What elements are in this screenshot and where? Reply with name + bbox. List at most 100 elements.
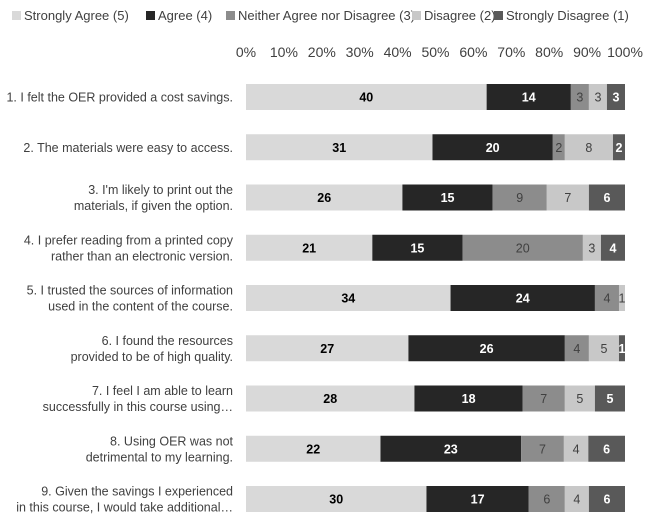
category-label: 4. I prefer reading from a printed copy r… — [24, 233, 234, 263]
data-label: 14 — [522, 91, 536, 105]
bar-segment — [582, 234, 601, 261]
data-label: 26 — [480, 342, 494, 356]
category-label: 7. I feel I am able to learn successfully… — [43, 384, 233, 414]
data-label: 40 — [359, 91, 373, 105]
data-label: 6 — [603, 191, 610, 205]
category-label-line: 9. Given the savings I experienced — [41, 485, 233, 499]
bar-segment — [521, 435, 564, 462]
data-label: 27 — [320, 342, 334, 356]
bar-segment — [594, 385, 625, 412]
x-tick-label: 10% — [270, 44, 298, 60]
bar-segment — [246, 335, 409, 362]
bar-segment — [564, 385, 595, 412]
category-label-line: 2. The materials were easy to access. — [23, 141, 233, 155]
bar-row: 40 14 3 3 3 — [246, 84, 625, 110]
data-label: 9 — [516, 191, 523, 205]
data-label: 2 — [616, 141, 623, 155]
data-label: 31 — [332, 141, 346, 155]
data-label: 5 — [606, 392, 613, 406]
category-label: 5. I trusted the sources of information u… — [27, 284, 233, 314]
legend-label: Strongly Disagree (1) — [506, 8, 629, 23]
bar-segment — [462, 234, 583, 261]
x-tick-label: 100% — [607, 44, 643, 60]
data-label: 21 — [302, 241, 316, 255]
bar-segment — [618, 335, 625, 362]
category-label-line: detrimental to my learning. — [86, 450, 233, 464]
bar-segment — [564, 134, 613, 161]
bar-segment — [600, 234, 625, 261]
legend-item: Strongly Agree (5) — [12, 8, 129, 23]
bar-row: 26 15 9 7 6 — [246, 184, 625, 211]
legend-label: Agree (4) — [158, 8, 212, 23]
data-label: 5 — [576, 392, 583, 406]
x-tick-label: 40% — [384, 44, 412, 60]
bar-segment — [246, 184, 403, 211]
data-label: 2 — [555, 141, 562, 155]
x-tick-label: 90% — [573, 44, 601, 60]
bar-row: 22 23 7 4 6 — [246, 435, 625, 462]
bar-segment — [426, 486, 529, 512]
legend-item: Strongly Disagree (1) — [494, 8, 629, 23]
category-label-line: 6. I found the resources — [102, 334, 233, 348]
bar-segment — [588, 335, 619, 362]
bar-segment — [594, 285, 619, 311]
legend-swatch — [146, 11, 155, 20]
category-label: 8. Using OER was not detrimental to my le… — [86, 434, 234, 464]
bar-segment — [246, 285, 451, 311]
x-tick-label: 30% — [346, 44, 374, 60]
bar-row: 31 20 2 8 2 — [246, 134, 625, 161]
legend-label: Disagree (2) — [424, 8, 496, 23]
legend-label: Neither Agree nor Disagree (3) — [238, 8, 415, 23]
legend-swatch — [412, 11, 421, 20]
category-label-line: used in the content of the course. — [48, 300, 233, 314]
data-label: 3 — [576, 91, 583, 105]
x-tick-label: 20% — [308, 44, 336, 60]
data-label: 23 — [444, 442, 458, 456]
bar-segment — [606, 84, 625, 110]
category-label-line: 1. I felt the OER provided a cost saving… — [6, 91, 233, 105]
bar-segment — [564, 486, 589, 512]
x-tick-label: 70% — [497, 44, 525, 60]
category-label: 1. I felt the OER provided a cost saving… — [6, 91, 233, 105]
data-label: 26 — [317, 191, 331, 205]
data-label: 5 — [600, 342, 607, 356]
category-label: 2. The materials were easy to access. — [23, 141, 233, 155]
legend-item: Disagree (2) — [412, 8, 496, 23]
data-label: 30 — [329, 493, 343, 507]
bar-segment — [246, 385, 415, 412]
bar-row: 27 26 4 5 1 — [246, 335, 626, 362]
category-label: 3. I'm likely to print out the materials,… — [74, 183, 233, 213]
category-label-line: provided to be of high quality. — [71, 350, 233, 364]
data-label: 6 — [603, 493, 610, 507]
legend-swatch — [494, 11, 503, 20]
x-tick-label: 50% — [421, 44, 449, 60]
bar-segment — [246, 486, 427, 512]
category-label-line: successfully in this course using… — [43, 400, 233, 414]
data-label: 22 — [306, 442, 320, 456]
category-label-line: 5. I trusted the sources of information — [27, 284, 233, 298]
bar-row: 21 15 20 3 4 — [246, 234, 625, 261]
bar-segment — [402, 184, 493, 211]
legend-swatch — [226, 11, 235, 20]
legend-item: Neither Agree nor Disagree (3) — [226, 8, 415, 23]
bar-segment — [246, 84, 487, 110]
data-label: 4 — [609, 241, 616, 255]
x-tick-label: 80% — [535, 44, 563, 60]
data-label: 28 — [323, 392, 337, 406]
legend-item: Agree (4) — [146, 8, 212, 23]
legend-label: Strongly Agree (5) — [24, 8, 129, 23]
category-label-line: 8. Using OER was not — [110, 434, 233, 448]
bar-segment — [588, 184, 625, 211]
bar-segment — [408, 335, 565, 362]
bar-row: 28 18 7 5 5 — [246, 385, 625, 412]
category-label-line: 7. I feel I am able to learn — [92, 384, 233, 398]
data-label: 15 — [441, 191, 455, 205]
data-label: 7 — [540, 392, 547, 406]
data-label: 1 — [619, 292, 626, 306]
bar-segment — [432, 134, 553, 161]
legend-swatch — [12, 11, 21, 20]
bar-segment — [246, 234, 373, 261]
category-label-line: 3. I'm likely to print out the — [88, 183, 233, 197]
bar-segment — [588, 435, 625, 462]
bar-segment — [528, 486, 565, 512]
